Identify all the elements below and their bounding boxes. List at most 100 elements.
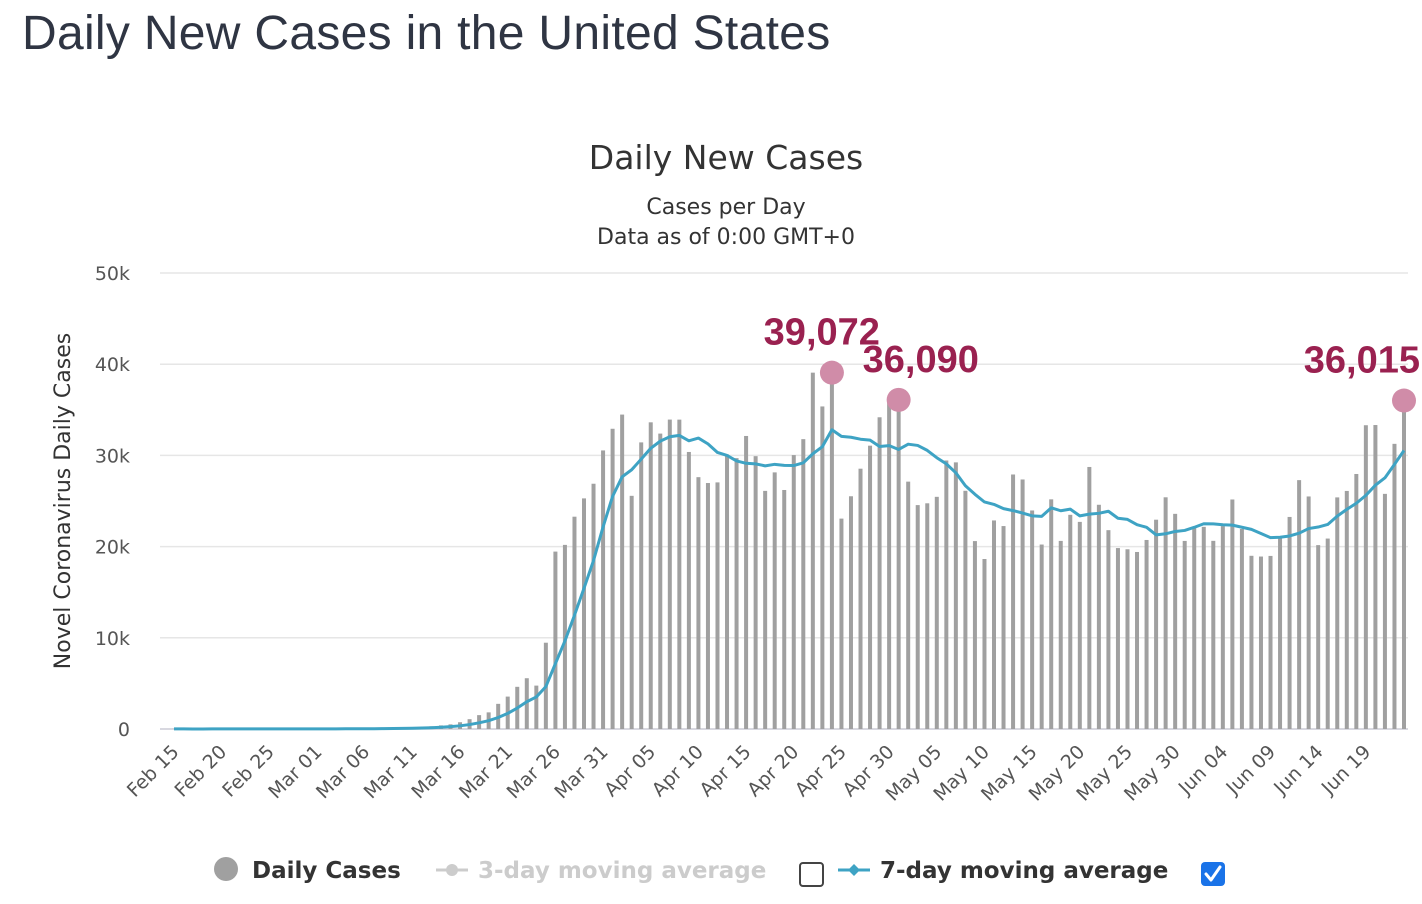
daily-case-bar[interactable] <box>639 442 644 729</box>
daily-case-bar[interactable] <box>829 372 834 729</box>
daily-case-bar[interactable] <box>839 518 844 729</box>
daily-case-bar[interactable] <box>1354 473 1359 729</box>
seven-day-average-line[interactable] <box>173 428 1406 731</box>
daily-case-bar[interactable] <box>1096 504 1101 729</box>
daily-case-bar[interactable] <box>629 495 634 729</box>
daily-case-bar[interactable] <box>591 483 596 729</box>
daily-case-bar[interactable] <box>1163 497 1168 729</box>
daily-case-bar[interactable] <box>934 496 939 729</box>
daily-case-bar[interactable] <box>1211 540 1216 729</box>
daily-case-bar[interactable] <box>868 445 873 729</box>
daily-case-bar[interactable] <box>1058 540 1063 729</box>
daily-case-bar[interactable] <box>553 551 558 729</box>
annotation-marker[interactable] <box>819 360 844 385</box>
daily-case-bar[interactable] <box>1087 466 1092 729</box>
daily-case-bar[interactable] <box>1106 530 1111 729</box>
daily-case-bar[interactable] <box>782 489 787 729</box>
daily-case-bar[interactable] <box>1382 493 1387 729</box>
daily-case-bar[interactable] <box>1402 400 1406 729</box>
daily-case-bar[interactable] <box>953 462 958 729</box>
daily-case-bar[interactable] <box>1125 549 1130 729</box>
daily-case-bar[interactable] <box>1239 528 1244 729</box>
daily-case-bar[interactable] <box>1011 474 1016 729</box>
daily-case-bar[interactable] <box>1220 526 1225 729</box>
daily-case-bar[interactable] <box>753 456 758 729</box>
daily-case-bar[interactable] <box>1306 496 1311 729</box>
daily-case-bar[interactable] <box>1268 555 1273 729</box>
daily-case-bar[interactable] <box>620 414 625 729</box>
daily-case-bar[interactable] <box>1249 555 1254 729</box>
daily-case-bar[interactable] <box>848 496 853 729</box>
daily-case-bar[interactable] <box>1392 443 1397 729</box>
daily-case-bar[interactable] <box>705 483 710 729</box>
legend-three-day-label[interactable]: 3-day moving average <box>478 858 766 884</box>
daily-case-bar[interactable] <box>524 678 529 729</box>
daily-case-bar[interactable] <box>810 372 815 729</box>
legend-seven-day-label[interactable]: 7-day moving average <box>880 858 1168 884</box>
daily-case-bar[interactable] <box>1325 538 1330 729</box>
daily-case-bar[interactable] <box>772 472 777 729</box>
daily-case-bar[interactable] <box>763 490 768 729</box>
daily-case-bar[interactable] <box>601 450 606 729</box>
legend-daily-cases-label[interactable]: Daily Cases <box>252 858 401 884</box>
daily-case-bar[interactable] <box>972 541 977 729</box>
daily-case-bar[interactable] <box>1077 521 1082 729</box>
daily-case-bar[interactable] <box>992 520 996 729</box>
daily-case-bar[interactable] <box>1373 425 1378 729</box>
daily-case-bar[interactable] <box>1230 499 1235 729</box>
daily-case-bar[interactable] <box>877 417 882 729</box>
daily-case-bar[interactable] <box>677 419 682 729</box>
daily-case-bar[interactable] <box>858 468 863 729</box>
daily-case-bar[interactable] <box>1287 516 1292 729</box>
three-day-checkbox[interactable] <box>799 862 824 887</box>
daily-case-bar[interactable] <box>1039 544 1044 729</box>
daily-case-bar[interactable] <box>1182 540 1187 729</box>
daily-case-bar[interactable] <box>648 422 653 729</box>
daily-case-bar[interactable] <box>1135 551 1140 729</box>
daily-case-bar[interactable] <box>1344 490 1349 729</box>
daily-case-bar[interactable] <box>1316 545 1321 729</box>
daily-case-bar[interactable] <box>667 419 672 729</box>
seven-day-checkbox[interactable] <box>1201 862 1225 886</box>
daily-case-bar[interactable] <box>1192 527 1197 729</box>
daily-case-bar[interactable] <box>534 685 539 729</box>
daily-case-bar[interactable] <box>1049 499 1054 729</box>
daily-case-bar[interactable] <box>1297 480 1302 729</box>
legend-daily-cases-icon[interactable] <box>214 857 238 881</box>
daily-case-bar[interactable] <box>696 477 701 729</box>
daily-case-bar[interactable] <box>725 454 730 729</box>
daily-case-bar[interactable] <box>801 439 806 729</box>
daily-case-bar[interactable] <box>582 498 586 729</box>
daily-case-bar[interactable] <box>982 559 987 729</box>
daily-case-bar[interactable] <box>1258 556 1263 729</box>
daily-case-bar[interactable] <box>715 482 720 729</box>
daily-case-bar[interactable] <box>925 503 930 729</box>
annotation-marker[interactable] <box>886 387 911 412</box>
daily-case-bar[interactable] <box>610 428 615 729</box>
daily-case-bar[interactable] <box>896 399 901 729</box>
daily-case-bar[interactable] <box>1363 425 1368 729</box>
daily-case-bar[interactable] <box>572 516 577 729</box>
daily-case-bar[interactable] <box>1201 526 1206 729</box>
daily-case-bar[interactable] <box>1001 526 1006 729</box>
daily-case-bar[interactable] <box>734 458 739 729</box>
daily-case-bar[interactable] <box>1115 548 1120 729</box>
daily-case-bar[interactable] <box>1068 514 1073 729</box>
daily-case-bar[interactable] <box>791 455 796 729</box>
daily-case-bar[interactable] <box>658 433 663 729</box>
legend-seven-day-icon[interactable] <box>838 864 870 876</box>
daily-case-bar[interactable] <box>686 451 691 729</box>
daily-case-bar[interactable] <box>1020 479 1025 729</box>
daily-case-bar[interactable] <box>1154 519 1159 729</box>
daily-case-bar[interactable] <box>944 460 949 729</box>
daily-case-bar[interactable] <box>1144 539 1149 729</box>
daily-case-bar[interactable] <box>744 435 749 729</box>
daily-case-bar[interactable] <box>887 399 892 729</box>
daily-case-bar[interactable] <box>963 490 968 729</box>
daily-case-bar[interactable] <box>1335 497 1340 729</box>
daily-case-bar[interactable] <box>1173 513 1178 729</box>
daily-case-bar[interactable] <box>820 406 825 729</box>
annotation-marker[interactable] <box>1392 388 1416 413</box>
daily-case-bar[interactable] <box>1030 510 1035 729</box>
legend-three-day-icon[interactable] <box>436 864 468 876</box>
